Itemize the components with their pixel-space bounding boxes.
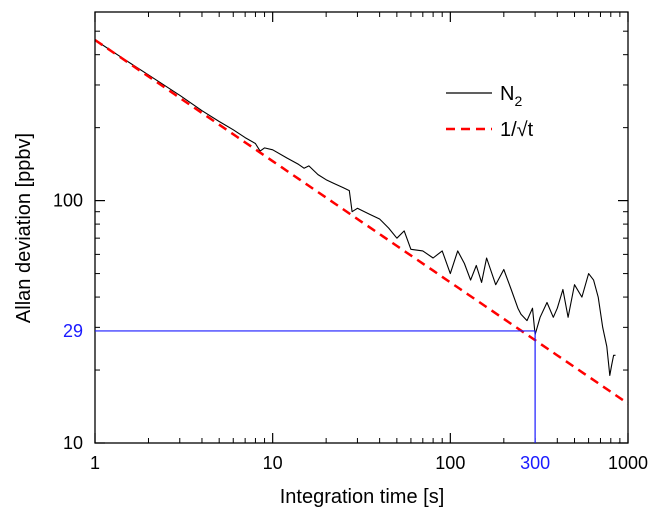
legend-n2-label: N2: [500, 83, 522, 109]
annotation-y-label: 29: [63, 321, 83, 341]
x-tick-label: 1: [90, 453, 100, 473]
annotation-x-label: 300: [520, 453, 550, 473]
y-tick-label: 100: [53, 191, 83, 211]
x-tick-label: 1000: [608, 453, 648, 473]
plot-frame: [94, 11, 629, 444]
y-axis-title: Allan deviation [ppbv]: [13, 133, 35, 323]
legend: N2 1/√t: [446, 83, 534, 141]
x-tick-label: 10: [263, 453, 283, 473]
axes: 1 10 100 1000 10 100: [53, 11, 648, 473]
x-axis-title: Integration time [s]: [280, 486, 445, 508]
series-line-1: [94, 38, 629, 405]
legend-fit-label: 1/√t: [500, 119, 534, 141]
y-tick-label: 10: [63, 433, 83, 453]
plot-area: [94, 38, 629, 405]
annotations: 29 300: [63, 321, 550, 473]
series-line-0: [94, 39, 616, 376]
x-tick-label: 100: [435, 453, 465, 473]
